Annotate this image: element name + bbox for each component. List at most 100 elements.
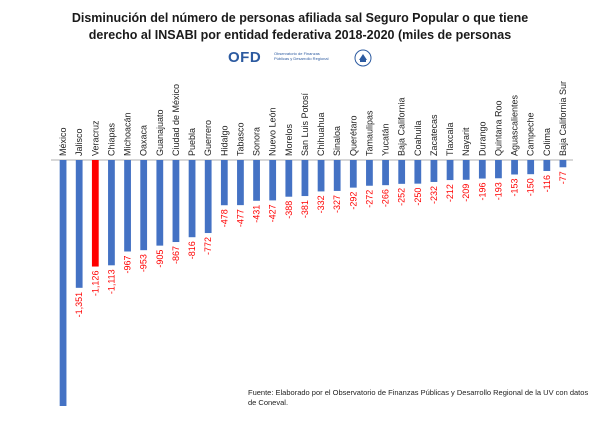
value-label-23: -232 bbox=[429, 186, 439, 204]
value-label-20: -266 bbox=[381, 189, 391, 207]
bar-8 bbox=[188, 160, 196, 238]
bar-1 bbox=[75, 160, 83, 288]
category-label-16: Chihuahua bbox=[316, 112, 326, 156]
bar-17 bbox=[333, 160, 341, 191]
bar-20 bbox=[382, 160, 389, 186]
category-label-25: Nayarit bbox=[461, 127, 471, 156]
value-label-16: -332 bbox=[316, 195, 326, 213]
value-label-24: -212 bbox=[445, 184, 455, 202]
value-label-26: -196 bbox=[477, 183, 487, 201]
category-label-6: Guanajuato bbox=[155, 109, 165, 156]
value-label-19: -272 bbox=[364, 190, 374, 208]
bar-27 bbox=[495, 160, 502, 179]
chart-title-line-1: Disminución del número de personas afili… bbox=[71, 11, 529, 25]
category-label-21: Baja California bbox=[397, 97, 407, 156]
bar-11 bbox=[237, 160, 244, 206]
value-label-13: -427 bbox=[268, 204, 278, 222]
category-label-12: Sonora bbox=[252, 127, 262, 156]
bar-3 bbox=[108, 160, 115, 266]
bar-9 bbox=[204, 160, 212, 234]
category-label-23: Zacatecas bbox=[429, 114, 439, 156]
category-label-5: Oaxaca bbox=[139, 125, 149, 156]
value-label-25: -209 bbox=[461, 184, 471, 202]
bar-18 bbox=[349, 160, 357, 188]
value-label-14: -388 bbox=[284, 201, 294, 219]
value-label-29: -150 bbox=[526, 178, 536, 196]
value-label-11: -477 bbox=[235, 209, 245, 227]
bar-21 bbox=[398, 160, 406, 184]
bar-23 bbox=[430, 160, 438, 182]
category-label-22: Coahuila bbox=[413, 120, 423, 156]
value-label-1: -1,351 bbox=[74, 292, 84, 318]
value-label-17: -327 bbox=[332, 195, 342, 213]
value-label-27: -193 bbox=[493, 182, 503, 200]
bar-13 bbox=[269, 160, 277, 201]
value-label-12: -431 bbox=[252, 205, 262, 223]
bar-14 bbox=[285, 160, 293, 197]
category-label-14: Morelos bbox=[284, 123, 294, 156]
value-label-3: -1,113 bbox=[106, 269, 116, 294]
category-label-26: Durango bbox=[477, 121, 487, 156]
source-note: Fuente: Elaborado por el Observatorio de… bbox=[248, 388, 589, 407]
category-label-17: Sinaloa bbox=[332, 126, 342, 156]
value-label-4: -967 bbox=[123, 255, 133, 273]
uv-seal-icon bbox=[354, 49, 372, 67]
category-label-11: Tabasco bbox=[235, 122, 245, 156]
value-label-8: -816 bbox=[187, 241, 197, 259]
value-label-21: -252 bbox=[397, 188, 407, 206]
value-label-2: -1,126 bbox=[90, 271, 100, 297]
category-label-27: Quintana Roo bbox=[493, 100, 503, 156]
bar-24 bbox=[446, 160, 454, 181]
category-label-13: Nuevo León bbox=[268, 107, 278, 156]
category-label-29: Campeche bbox=[526, 112, 536, 156]
value-label-22: -250 bbox=[413, 188, 423, 206]
bar-0 bbox=[59, 160, 67, 406]
category-label-20: Yucatán bbox=[381, 123, 391, 156]
category-label-15: San Luis Potosí bbox=[300, 92, 310, 156]
bar-15 bbox=[301, 160, 309, 197]
bar-10 bbox=[220, 160, 228, 206]
chart-title: Disminución del número de personas afili… bbox=[0, 10, 600, 44]
value-label-7: -867 bbox=[171, 246, 181, 264]
bar-4 bbox=[124, 160, 131, 252]
bar-16 bbox=[317, 160, 325, 192]
value-label-30: -116 bbox=[542, 175, 552, 192]
chart-title-line-2: derecho al INSABI por entidad federativa… bbox=[88, 28, 512, 42]
bar-6 bbox=[156, 160, 164, 246]
category-label-28: Aguascalientes bbox=[510, 94, 520, 156]
value-label-28: -153 bbox=[510, 178, 520, 196]
bar-2 bbox=[91, 160, 99, 267]
value-label-15: -381 bbox=[300, 200, 310, 218]
bar-19 bbox=[366, 160, 373, 186]
value-label-6: -905 bbox=[155, 250, 165, 268]
value-label-10: -478 bbox=[219, 209, 229, 227]
bar-30 bbox=[543, 160, 551, 171]
bar-25 bbox=[462, 160, 470, 180]
category-label-4: Michoacán bbox=[123, 112, 133, 156]
category-label-31: Baja California Sur bbox=[558, 81, 568, 156]
bar-5 bbox=[140, 160, 148, 251]
bar-22 bbox=[414, 160, 422, 184]
category-label-9: Guerrero bbox=[203, 120, 213, 156]
ofd-logo-text: OFD bbox=[228, 49, 262, 66]
category-label-2: Veracruz bbox=[90, 120, 100, 156]
ofd-logo-subtitle: Observatorio de Finanzas Públicas y Desa… bbox=[274, 51, 329, 61]
value-label-9: -772 bbox=[203, 237, 213, 255]
category-label-8: Puebla bbox=[187, 128, 197, 156]
category-label-1: Jalisco bbox=[74, 128, 84, 156]
category-label-30: Colima bbox=[542, 128, 552, 156]
category-label-0: México bbox=[58, 127, 68, 156]
bar-12 bbox=[253, 160, 260, 201]
ofd-logo: OFD Observatorio de Finanzas Públicas y … bbox=[228, 49, 376, 69]
bar-7 bbox=[172, 160, 180, 243]
category-label-18: Querétaro bbox=[348, 115, 358, 156]
value-label-5: -953 bbox=[139, 254, 149, 272]
category-label-24: Tlaxcala bbox=[445, 122, 455, 156]
category-label-19: Tamaulipas bbox=[364, 110, 374, 156]
category-label-3: Chiapas bbox=[106, 122, 116, 156]
bar-26 bbox=[478, 160, 486, 179]
value-label-31: -77 bbox=[558, 171, 568, 184]
category-label-7: Ciudad de México bbox=[171, 84, 181, 156]
bar-29 bbox=[527, 160, 535, 175]
